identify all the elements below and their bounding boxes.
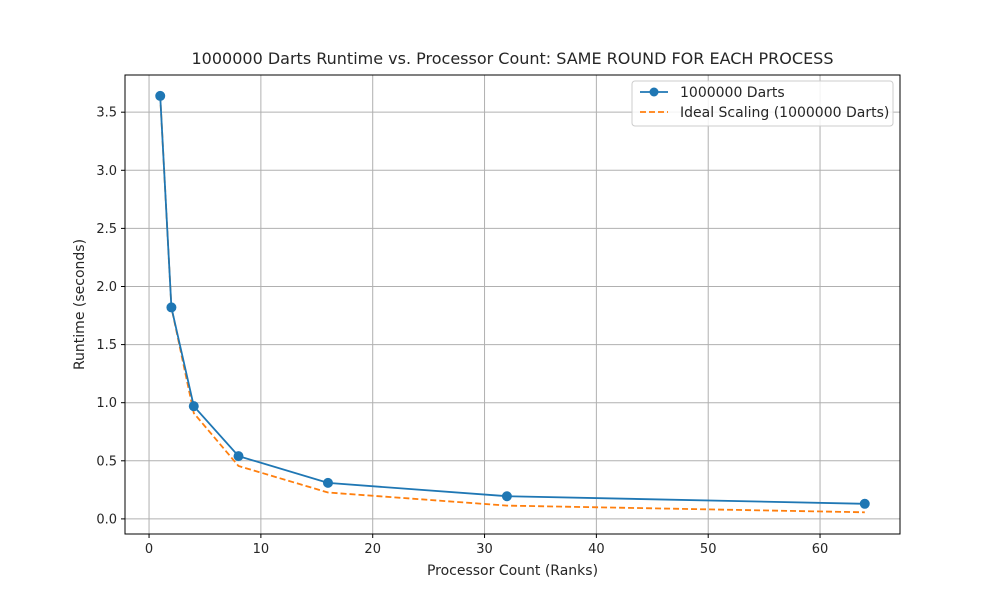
x-tick-label: 60	[812, 542, 829, 557]
legend-label: 1000000 Darts	[680, 85, 785, 101]
series-line-1	[159, 95, 865, 514]
chart-title: 1000000 Darts Runtime vs. Processor Coun…	[192, 49, 834, 68]
data-point	[166, 302, 177, 313]
y-tick-label: 2.0	[96, 280, 117, 295]
y-axis-label: Runtime (seconds)	[72, 239, 88, 370]
data-point	[155, 90, 166, 101]
x-tick-label: 30	[476, 542, 493, 557]
legend-label: Ideal Scaling (1000000 Darts)	[680, 105, 889, 121]
y-tick-label: 3.0	[96, 164, 117, 179]
data-point	[233, 451, 244, 462]
x-tick-label: 0	[145, 542, 153, 557]
y-tick-label: 3.5	[96, 106, 117, 121]
y-tick-label: 1.0	[96, 396, 117, 411]
y-tick-label: 0.0	[96, 512, 117, 527]
data-point	[322, 477, 333, 488]
x-axis-label: Processor Count (Ranks)	[427, 563, 598, 579]
y-tick-label: 2.5	[96, 222, 117, 237]
legend: 1000000 Darts Ideal Scaling (1000000 Dart…	[631, 80, 894, 127]
axis-ticks: 0 10 20 30 40 50 60 0.0 0.5 1.0 1.5 2.0 2.5 3.0 3.5	[96, 106, 828, 557]
x-tick-label: 20	[364, 542, 381, 557]
x-tick-label: 50	[700, 542, 717, 557]
axes-frame	[124, 74, 901, 535]
legend-swatch-marker	[649, 87, 659, 97]
legend-box	[631, 80, 894, 127]
series-layer	[155, 90, 870, 514]
y-tick-label: 1.5	[96, 338, 117, 353]
data-point	[501, 491, 512, 502]
data-point	[188, 401, 199, 412]
y-tick-label: 0.5	[96, 454, 117, 469]
grid-lines	[125, 75, 900, 534]
data-point	[859, 498, 870, 509]
x-tick-label: 40	[588, 542, 605, 557]
x-tick-label: 10	[253, 542, 270, 557]
series-line-0	[159, 95, 865, 505]
